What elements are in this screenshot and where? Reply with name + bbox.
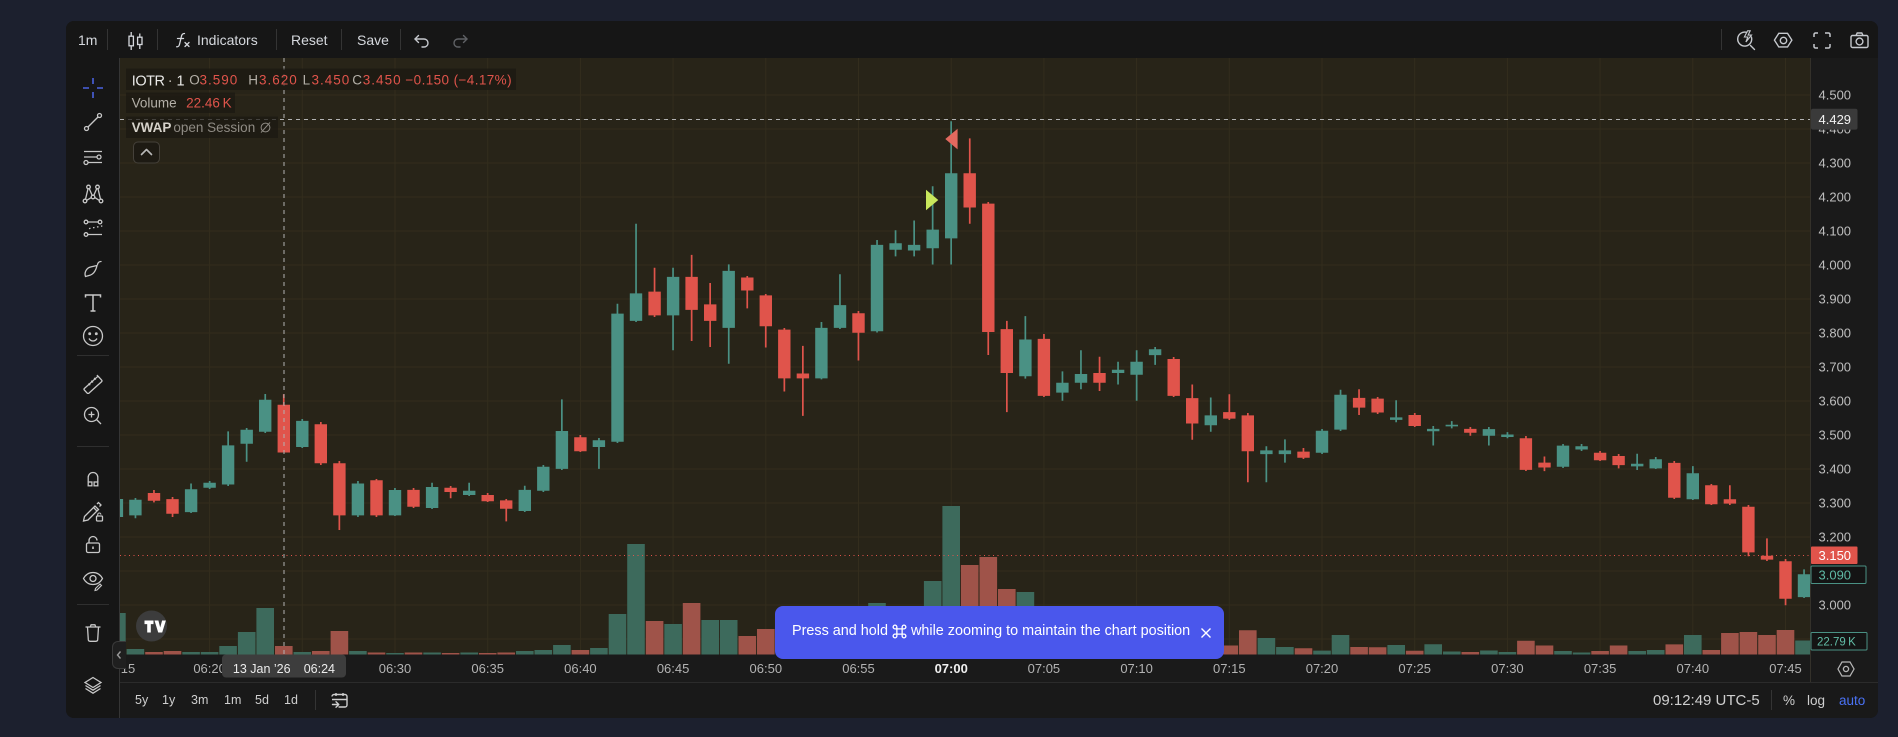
svg-text:3.200: 3.200 bbox=[1819, 530, 1852, 545]
svg-text:3.500: 3.500 bbox=[1819, 428, 1852, 443]
svg-text:06:40: 06:40 bbox=[564, 661, 597, 676]
svg-text:IOTR: IOTR bbox=[132, 74, 165, 90]
svg-text:4.300: 4.300 bbox=[1819, 156, 1852, 171]
svg-text:3.150: 3.150 bbox=[1819, 548, 1852, 563]
svg-text:4.500: 4.500 bbox=[1819, 88, 1852, 103]
svg-text:4.429: 4.429 bbox=[1819, 112, 1852, 127]
svg-text:07:25: 07:25 bbox=[1398, 661, 1431, 676]
svg-text:07:05: 07:05 bbox=[1028, 661, 1061, 676]
svg-text:3.400: 3.400 bbox=[1819, 462, 1852, 477]
svg-text:07:15: 07:15 bbox=[1213, 661, 1246, 676]
svg-text:O: O bbox=[189, 73, 200, 88]
svg-text:3.600: 3.600 bbox=[1819, 394, 1852, 409]
svg-text:3.900: 3.900 bbox=[1819, 292, 1852, 307]
svg-text:3.590: 3.590 bbox=[200, 73, 239, 88]
svg-text:07:20: 07:20 bbox=[1306, 661, 1339, 676]
svg-text:H: H bbox=[248, 73, 258, 88]
svg-text:06:35: 06:35 bbox=[471, 661, 504, 676]
svg-text:4.100: 4.100 bbox=[1819, 224, 1852, 239]
svg-text:13 Jan ’26: 13 Jan ’26 bbox=[233, 662, 291, 676]
svg-text:4.000: 4.000 bbox=[1819, 258, 1852, 273]
svg-text:3.450: 3.450 bbox=[312, 73, 351, 88]
svg-text:06:55: 06:55 bbox=[842, 661, 875, 676]
svg-text:07:45: 07:45 bbox=[1769, 661, 1802, 676]
svg-text:22.79 K: 22.79 K bbox=[1817, 637, 1856, 649]
svg-text:VWAP: VWAP bbox=[132, 120, 172, 135]
svg-text:06:45: 06:45 bbox=[657, 661, 690, 676]
svg-text:07:00: 07:00 bbox=[935, 661, 968, 676]
svg-text:3.000: 3.000 bbox=[1819, 598, 1852, 613]
svg-text:22.46 K: 22.46 K bbox=[186, 96, 232, 111]
svg-text:L: L bbox=[303, 73, 311, 88]
svg-text:open Session: open Session bbox=[173, 120, 255, 135]
svg-text:06:50: 06:50 bbox=[750, 661, 783, 676]
svg-text:3.800: 3.800 bbox=[1819, 326, 1852, 341]
svg-text:4.200: 4.200 bbox=[1819, 190, 1852, 205]
svg-text:3.450: 3.450 bbox=[363, 73, 402, 88]
svg-text:C: C bbox=[352, 73, 362, 88]
svg-text:07:40: 07:40 bbox=[1677, 661, 1710, 676]
svg-text:Volume: Volume bbox=[132, 96, 177, 111]
svg-text:06:30: 06:30 bbox=[379, 661, 412, 676]
svg-text:06:20: 06:20 bbox=[193, 661, 226, 676]
svg-text:1: 1 bbox=[177, 74, 185, 90]
svg-text:06:24: 06:24 bbox=[304, 662, 335, 676]
svg-text:07:35: 07:35 bbox=[1584, 661, 1617, 676]
svg-text:·: · bbox=[168, 73, 173, 89]
svg-text:07:10: 07:10 bbox=[1120, 661, 1153, 676]
svg-text:3.700: 3.700 bbox=[1819, 360, 1852, 375]
svg-text:07:30: 07:30 bbox=[1491, 661, 1524, 676]
svg-text:−0.150 (−4.17%): −0.150 (−4.17%) bbox=[405, 73, 512, 88]
svg-text:3.090: 3.090 bbox=[1819, 568, 1852, 583]
svg-text:3.300: 3.300 bbox=[1819, 496, 1852, 511]
svg-text:3.620: 3.620 bbox=[259, 73, 298, 88]
